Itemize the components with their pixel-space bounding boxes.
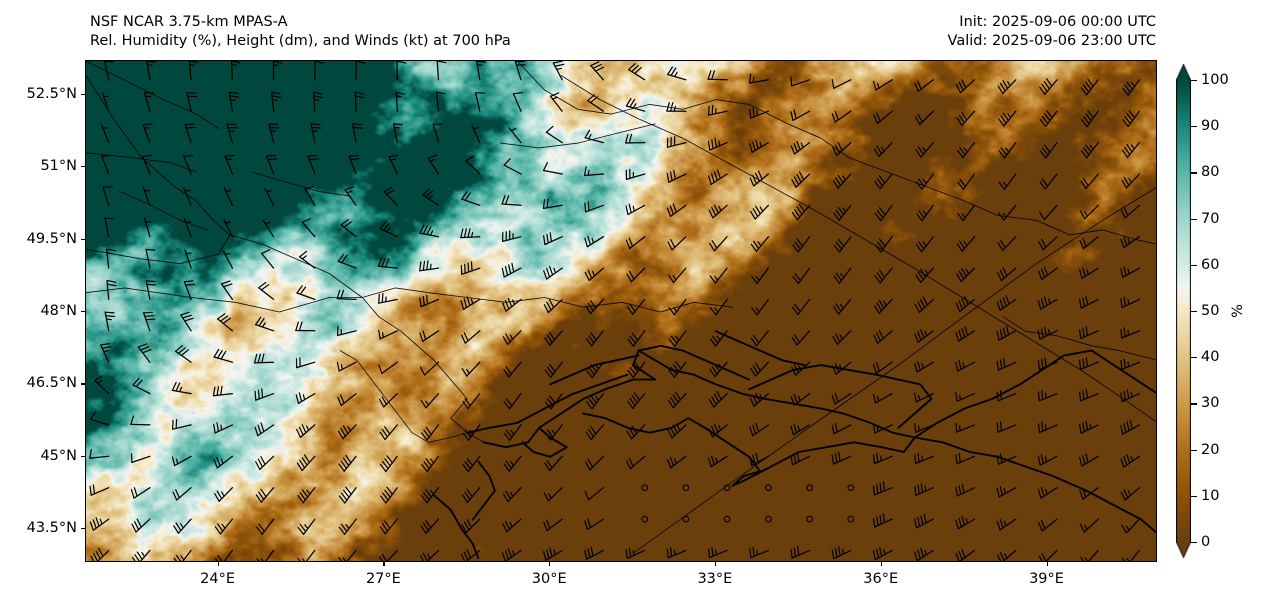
y-tick-mark	[81, 311, 85, 313]
colorbar-tick-mark	[1191, 80, 1197, 82]
colorbar-tick-label-60: 60	[1201, 256, 1220, 273]
x-tick-mark	[1046, 562, 1048, 566]
y-tick-label-2: 49.5°N	[26, 230, 77, 247]
y-tick-mark	[81, 383, 85, 385]
x-tick-mark	[217, 562, 219, 566]
y-tick-label-5: 45°N	[40, 447, 77, 464]
init-time-line: Init: 2025-09-06 00:00 UTC	[959, 14, 1156, 30]
relative-humidity-field	[86, 61, 1156, 561]
y-tick-label-4: 46.5°N	[26, 375, 77, 392]
colorbar-tick-label-70: 70	[1201, 210, 1220, 227]
x-tick-label-0: 24°E	[200, 571, 236, 587]
colorbar-tick-mark	[1191, 403, 1197, 405]
colorbar-tick-mark	[1191, 264, 1197, 267]
x-tick-mark	[880, 562, 882, 566]
colorbar-tick-label-50: 50	[1201, 303, 1220, 319]
y-tick-label-3: 48°N	[40, 303, 77, 319]
colorbar-tick-mark	[1191, 495, 1197, 498]
colorbar-title: %	[1230, 304, 1246, 318]
colorbar-tick-label-10: 10	[1201, 487, 1220, 504]
colorbar-gradient	[1176, 64, 1191, 558]
colorbar-tick-label-100: 100	[1201, 72, 1229, 88]
y-tick-label-1: 51°N	[40, 158, 77, 175]
x-tick-mark	[549, 562, 551, 566]
y-tick-mark	[81, 238, 85, 240]
x-tick-label-2: 30°E	[531, 571, 567, 587]
model-name-line: NSF NCAR 3.75-km MPAS-A	[90, 14, 288, 30]
colorbar-tick-mark	[1191, 542, 1197, 544]
x-tick-label-3: 33°E	[697, 571, 733, 587]
valid-time-line: Valid: 2025-09-06 23:00 UTC	[947, 33, 1156, 49]
map-plot-area[interactable]	[85, 60, 1157, 562]
y-tick-label-0: 52.5°N	[26, 85, 77, 102]
colorbar-tick-mark	[1191, 311, 1197, 313]
colorbar-tick-mark	[1191, 218, 1197, 220]
y-tick-label-6: 43.5°N	[26, 520, 77, 537]
geography-overlay	[86, 61, 1156, 560]
colorbar-tick-mark	[1191, 357, 1197, 359]
forecast-times: Init: 2025-09-06 00:00 UTC Valid: 2025-09…	[948, 13, 1156, 51]
colorbar-tick-label-80: 80	[1201, 164, 1220, 181]
x-tick-label-4: 36°E	[863, 571, 899, 587]
y-tick-mark	[81, 528, 85, 530]
x-tick-mark	[714, 562, 717, 566]
colorbar-tick-label-0: 0	[1201, 534, 1211, 550]
y-tick-mark	[81, 166, 85, 168]
wind-barbs-overlay	[89, 61, 1141, 561]
y-tick-mark	[81, 455, 85, 457]
x-tick-mark	[383, 562, 385, 566]
colorbar-tick-label-40: 40	[1201, 349, 1220, 366]
colorbar-tick-mark	[1191, 172, 1197, 174]
x-tick-label-5: 39°E	[1029, 571, 1064, 587]
y-tick-mark	[81, 93, 85, 95]
colorbar-tick-mark	[1191, 449, 1197, 451]
colorbar-tick-label-30: 30	[1201, 395, 1220, 412]
x-tick-label-1: 27°E	[365, 571, 401, 587]
colorbar[interactable]	[1176, 64, 1191, 558]
colorbar-tick-mark	[1191, 126, 1197, 128]
colorbar-tick-label-20: 20	[1201, 441, 1220, 458]
model-title: NSF NCAR 3.75-km MPAS-A Rel. Humidity (%)…	[90, 13, 511, 51]
colorbar-tick-label-90: 90	[1201, 118, 1220, 135]
field-description-line: Rel. Humidity (%), Height (dm), and Wind…	[90, 33, 511, 49]
